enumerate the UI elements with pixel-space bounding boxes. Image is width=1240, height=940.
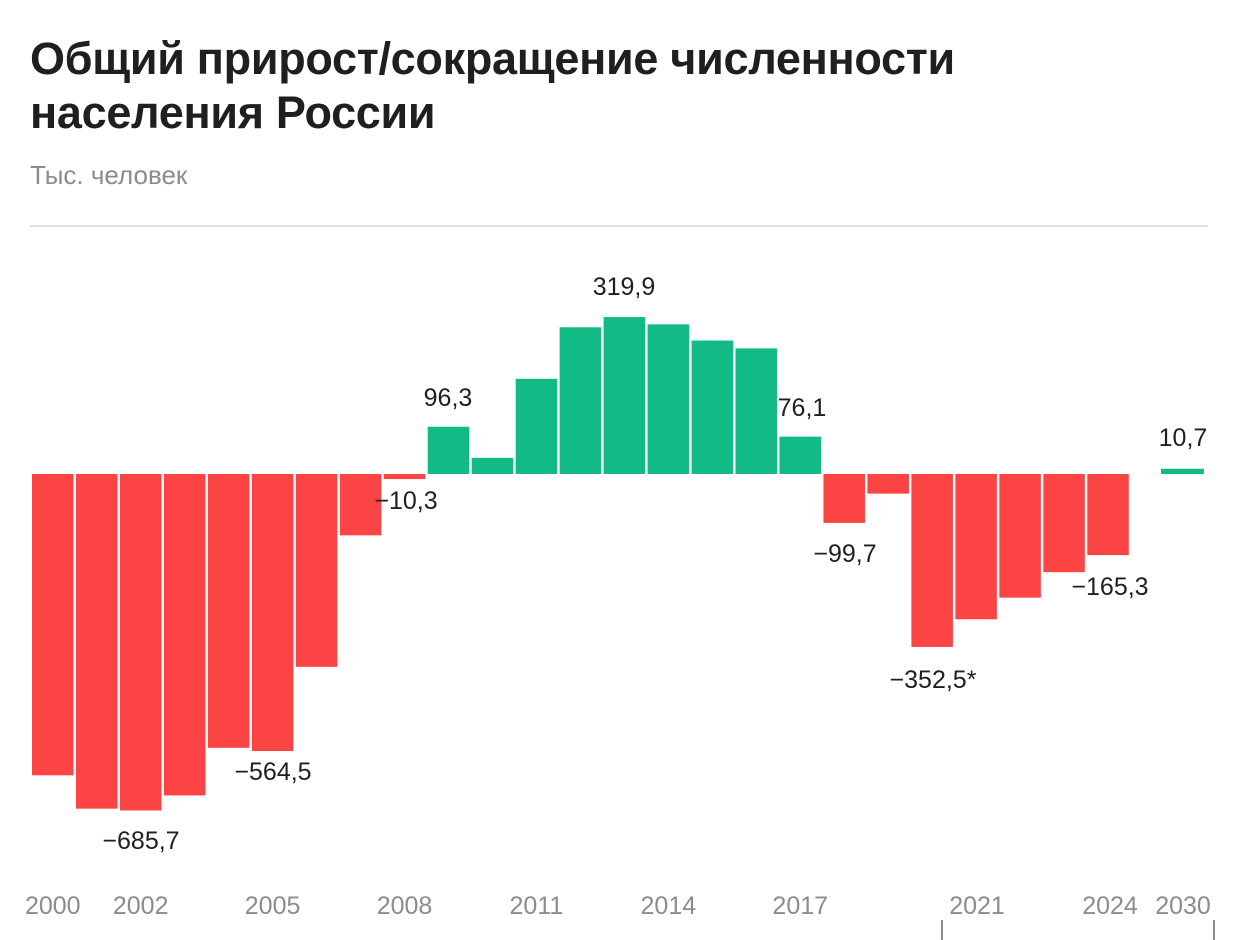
data-label-2017: 76,1 xyxy=(778,394,827,422)
bar-2010 xyxy=(471,457,514,474)
bar-2011 xyxy=(515,378,558,474)
x-tick-2005: 2005 xyxy=(245,892,301,920)
data-labels-group: −685,7 −564,5 −10,3 96,3 319,9 76,1 −99,7 −352,… xyxy=(102,273,1207,855)
bar-2016 xyxy=(735,348,778,474)
bar-2030 xyxy=(1161,468,1204,474)
bar-2002 xyxy=(119,474,162,811)
bar-2003 xyxy=(163,474,206,796)
x-tick-2024: 2024 xyxy=(1082,892,1138,920)
data-label-2020: −352,5* xyxy=(890,666,977,694)
x-tick-2014: 2014 xyxy=(641,892,697,920)
data-label-2030: 10,7 xyxy=(1159,424,1208,452)
bar-2020 xyxy=(911,474,953,647)
bar-2023 xyxy=(1043,474,1085,573)
data-label-2009: 96,3 xyxy=(424,384,473,412)
bar-2012 xyxy=(559,327,602,474)
bar-2013 xyxy=(603,317,646,474)
x-tick-2030: 2030 xyxy=(1155,892,1211,920)
bar-2019 xyxy=(867,474,909,494)
bar-2007 xyxy=(339,474,382,536)
x-tick-2000: 2000 xyxy=(25,892,81,920)
chart-title: Общий прирост/сокращение численности нас… xyxy=(30,33,955,138)
bar-2008 xyxy=(383,474,426,480)
bar-2022 xyxy=(999,474,1041,598)
bar-2004 xyxy=(207,474,250,748)
x-tick-2008: 2008 xyxy=(377,892,433,920)
bar-2015 xyxy=(691,340,734,474)
x-tick-2021: 2021 xyxy=(949,892,1005,920)
bar-2021 xyxy=(955,474,997,620)
bar-2000 xyxy=(32,474,74,776)
data-label-2013: 319,9 xyxy=(593,273,656,301)
bar-2018 xyxy=(823,474,865,523)
data-label-2018: −99,7 xyxy=(813,540,876,568)
bar-2024 xyxy=(1087,474,1129,556)
x-tick-2011: 2011 xyxy=(510,892,564,920)
data-label-2005: −564,5 xyxy=(234,758,311,786)
bar-2005 xyxy=(251,474,294,752)
x-tick-2002: 2002 xyxy=(113,892,169,920)
x-axis-ticks-group: 2000 2002 2005 2008 2011 2014 2017 2021 2024 2030 xyxy=(25,892,1211,920)
bar-2006 xyxy=(295,474,338,667)
x-tick-2017: 2017 xyxy=(772,892,828,920)
bar-2009 xyxy=(427,426,470,474)
bar-2001 xyxy=(75,474,118,809)
title-divider xyxy=(30,225,1208,227)
data-label-2002: −685,7 xyxy=(102,827,179,855)
data-label-2024: −165,3 xyxy=(1071,573,1148,601)
bars-group xyxy=(32,317,1204,811)
chart-subtitle: Тыс. человек xyxy=(30,160,188,190)
data-label-2008: −10,3 xyxy=(374,487,437,515)
bar-2014 xyxy=(647,324,690,474)
bar-2017 xyxy=(779,436,821,474)
